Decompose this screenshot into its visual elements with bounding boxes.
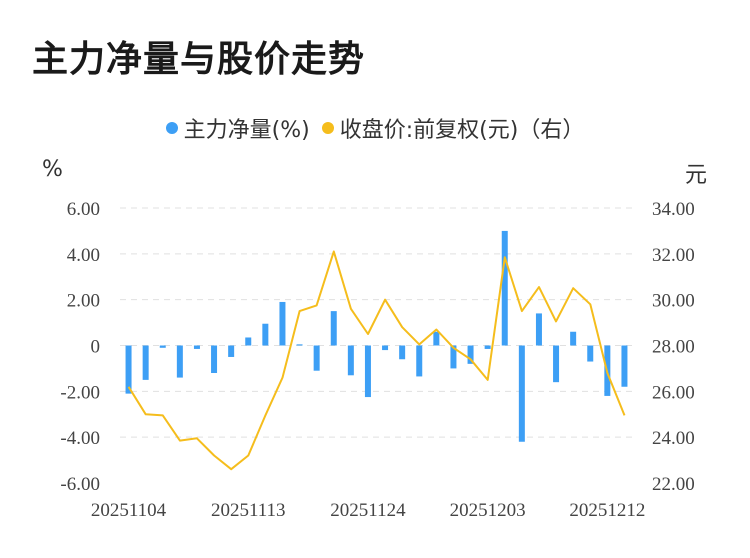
y-left-tick-label: 4.00	[67, 245, 100, 266]
y-right-tick-label: 34.00	[652, 199, 695, 220]
bar	[193, 345, 200, 349]
bar	[245, 337, 252, 346]
bar	[142, 345, 149, 380]
right-axis-unit: 元	[685, 163, 708, 188]
bar	[570, 331, 577, 346]
bar	[279, 301, 286, 346]
bar	[159, 345, 166, 348]
y-left-tick-label: 0	[91, 337, 101, 358]
bar	[587, 345, 594, 362]
bar	[416, 345, 423, 377]
legend-item-price[interactable]: 收盘价:前复权(元)（右）	[321, 112, 585, 144]
bar	[535, 313, 542, 346]
x-tick-label: 20251212	[569, 500, 645, 521]
bar	[228, 345, 235, 357]
y-left-tick-label: 2.00	[67, 291, 100, 312]
bar	[553, 345, 560, 383]
legend-label-net: 主力净量(%)	[183, 118, 310, 143]
y-left-tick-label: 6.00	[67, 199, 100, 220]
bar	[125, 345, 132, 394]
legend-label-price: 收盘价:前复权(元)（右）	[339, 118, 585, 143]
legend-dot-icon	[165, 122, 178, 134]
x-tick-label: 20251203	[450, 500, 526, 521]
bar	[467, 345, 474, 364]
bar	[518, 345, 525, 442]
bar	[399, 345, 406, 360]
y-right-tick-label: 32.00	[652, 245, 695, 266]
x-tick-label: 20251104	[91, 500, 167, 521]
y-right-tick-label: 28.00	[652, 337, 695, 358]
bar	[364, 345, 371, 398]
bar	[176, 345, 183, 378]
bar	[296, 344, 303, 346]
legend: 主力净量(%) 收盘价:前复权(元)（右）	[0, 112, 750, 144]
chart-title: 主力净量与股价走势	[32, 39, 366, 80]
bar	[347, 345, 354, 376]
y-right-tick-label: 26.00	[652, 382, 695, 403]
y-left-tick-label: -2.00	[60, 382, 100, 403]
y-left-tick-label: -4.00	[60, 428, 100, 449]
y-right-tick-label: 24.00	[652, 428, 695, 449]
legend-item-net[interactable]: 主力净量(%)	[165, 112, 310, 144]
bar	[501, 230, 508, 346]
x-tick-label: 20251124	[330, 500, 406, 521]
x-tick-label: 20251113	[211, 500, 286, 521]
bar	[484, 345, 491, 349]
y-left-tick-label: -6.00	[60, 474, 100, 495]
bar	[313, 345, 320, 371]
bar	[262, 323, 269, 346]
bar	[450, 345, 457, 369]
bar	[382, 345, 389, 351]
left-axis-unit: %	[42, 157, 63, 182]
y-right-tick-label: 30.00	[652, 291, 695, 312]
legend-dot-icon	[321, 122, 334, 134]
bar	[330, 311, 337, 346]
bar	[621, 345, 628, 387]
price-line	[127, 250, 626, 471]
y-right-tick-label: 22.00	[652, 474, 695, 495]
bar	[433, 331, 440, 346]
bar	[211, 345, 218, 373]
